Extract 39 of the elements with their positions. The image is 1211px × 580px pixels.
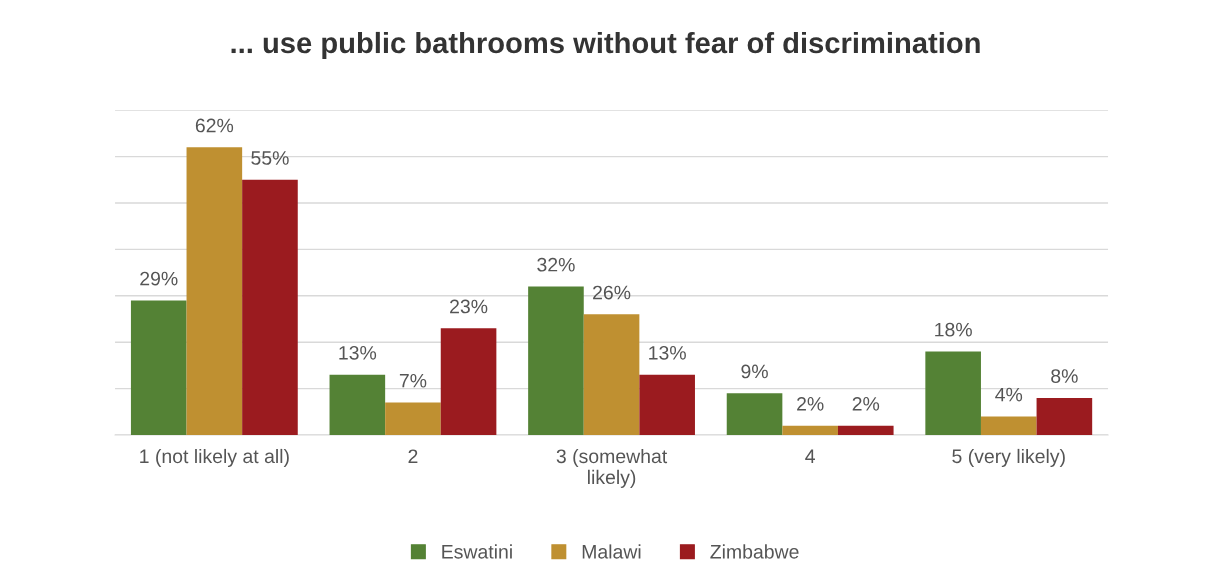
x-tick-label: 5 (very likely)	[952, 448, 1065, 468]
bar	[980, 416, 1037, 435]
bar	[782, 425, 838, 435]
chart-title: ... use public bathrooms without fear of discrimination	[231, 31, 980, 60]
data-label: 8%	[1051, 369, 1078, 383]
x-tick-label: 3 (somewhat likely)	[556, 448, 668, 488]
x-tick-label: 4	[805, 449, 815, 463]
data-label: 55%	[251, 151, 289, 165]
data-label: 9%	[741, 364, 768, 379]
data-label: 13%	[649, 345, 686, 360]
data-label: 29%	[140, 271, 178, 286]
data-label: 18%	[935, 322, 972, 337]
bar	[837, 425, 894, 435]
data-label: 2%	[797, 397, 824, 411]
bar	[1036, 397, 1093, 435]
data-label: 7%	[399, 373, 427, 388]
bar	[385, 402, 441, 435]
bar	[329, 374, 386, 435]
bar	[583, 314, 640, 435]
data-label: 2%	[852, 397, 880, 411]
data-label: 32%	[537, 257, 575, 272]
legend-label: Eswatini	[442, 544, 512, 559]
legend-label: Zimbabwe	[710, 544, 799, 559]
x-tick-label: 1 (not likely at all)	[140, 448, 289, 468]
bar	[639, 374, 695, 435]
bar	[925, 351, 981, 435]
x-tick-label: 2	[408, 449, 418, 463]
bar	[528, 286, 584, 435]
data-label: 13%	[339, 345, 377, 360]
bar	[440, 328, 497, 435]
data-label: 4%	[995, 387, 1023, 402]
bar	[130, 300, 187, 435]
bar	[242, 179, 298, 435]
data-label: 23%	[450, 299, 488, 314]
data-label: 26%	[593, 285, 631, 300]
legend-label: Malawi	[582, 544, 641, 559]
bar	[726, 393, 783, 435]
data-label: 62%	[195, 118, 234, 133]
bar	[186, 147, 243, 435]
